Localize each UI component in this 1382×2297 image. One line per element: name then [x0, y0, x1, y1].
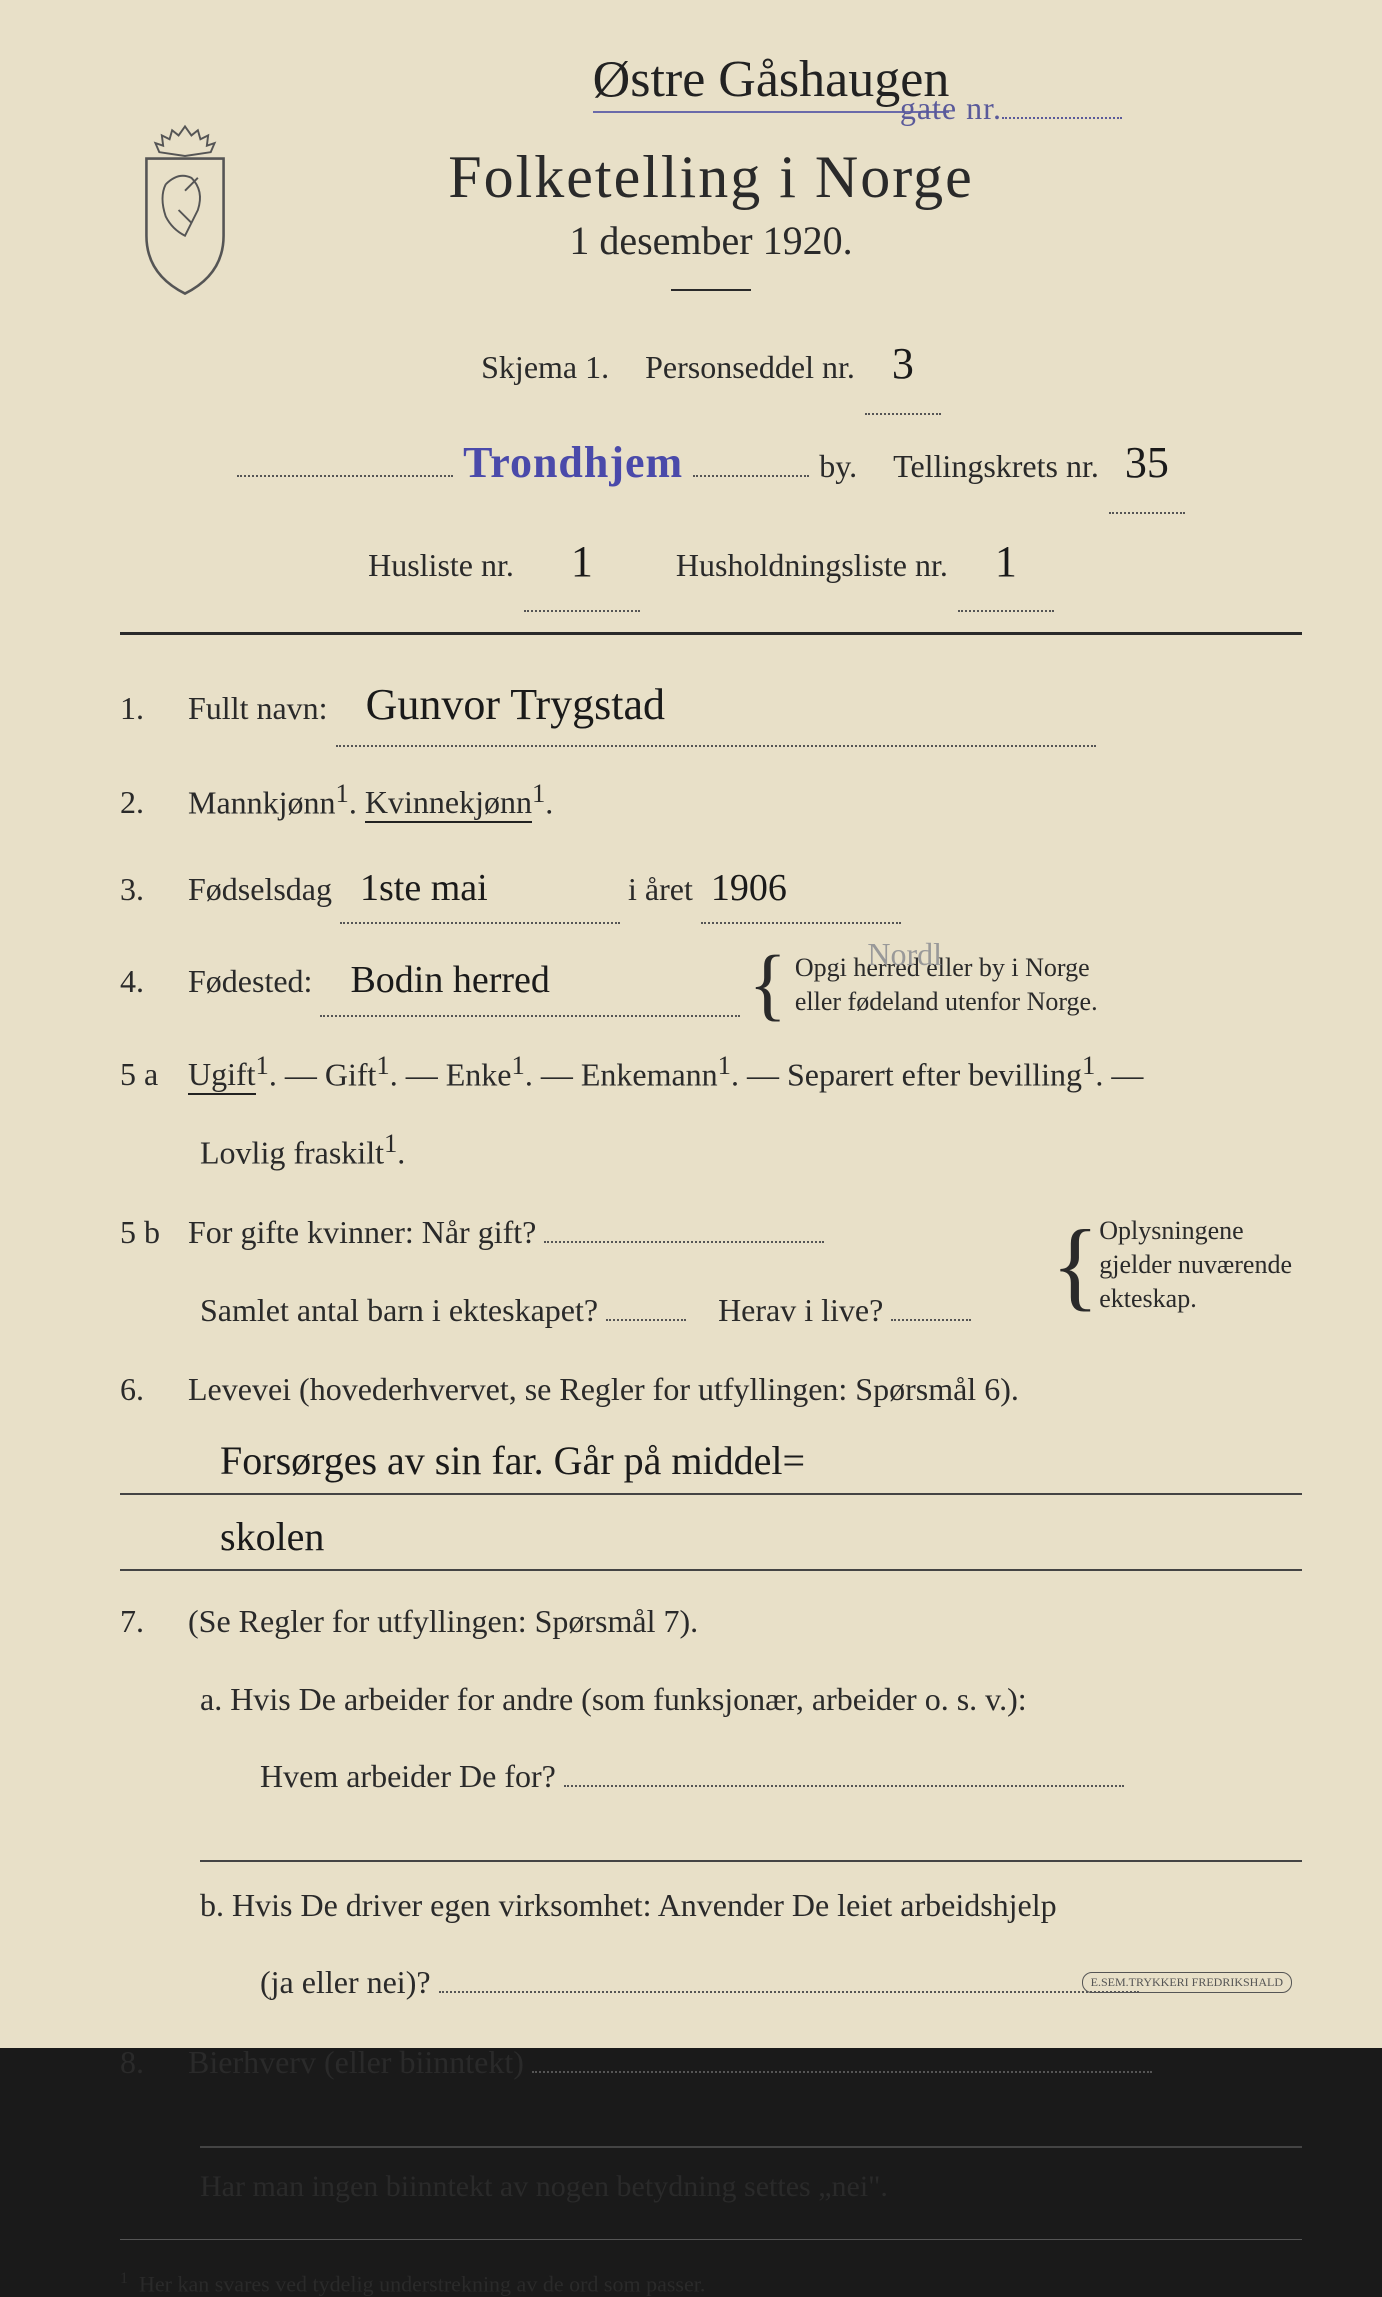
tellingskrets-label: Tellingskrets nr.: [893, 431, 1099, 501]
by-label: by.: [819, 431, 857, 501]
q5b-married-women: 5 b For gifte kvinner: Når gift? Samlet …: [120, 1204, 1302, 1339]
main-title: Folketelling i Norge: [120, 143, 1302, 212]
street-handwriting: Østre Gåshaugen: [593, 50, 950, 113]
q4-value: Bodin herred: [320, 959, 549, 1001]
q5b-instruction: { Oplysningene gjelder nuværende ekteska…: [1051, 1214, 1292, 1315]
q8-note: Har man ingen biinntekt av nogen betydni…: [120, 2160, 1302, 2214]
q5a-marital: 5 a Ugift1. — Gift1. — Enke1. — Enkemann…: [120, 1041, 1302, 1183]
footnote: 1 Her kan svares ved tydelig understrekn…: [120, 2270, 1302, 2297]
coat-of-arms-icon: [120, 120, 250, 300]
q1-value: Gunvor Trygstad: [336, 680, 666, 729]
q3-birthdate: 3. Fødselsdag 1ste mai i året 1906: [120, 854, 1302, 924]
gate-stamp: gate nr.: [900, 90, 1122, 127]
q3-day: 1ste mai: [340, 867, 488, 909]
skjema-label: Skjema 1.: [481, 332, 609, 402]
q6-occupation: 6. Levevei (hovederhvervet, se Regler fo…: [120, 1361, 1302, 1571]
header-area: Østre Gåshaugen gate nr.: [120, 50, 1302, 113]
city-stamp: Trondhjem: [463, 415, 683, 512]
title-divider: [671, 289, 751, 291]
q8-secondary: 8. Bierhverv (eller biinntekt) Har man i…: [120, 2034, 1302, 2214]
husliste-value: 1: [524, 514, 640, 613]
husliste-label: Husliste nr.: [368, 530, 514, 600]
q3-year: 1906: [701, 867, 787, 909]
tellingskrets-value: 35: [1109, 415, 1185, 514]
q4-birthplace: 4. Fødested: Bodin herred Nordl { Opgi h…: [120, 946, 1302, 1018]
q4-pencil-note: Nordl: [867, 926, 942, 984]
husholdning-value: 1: [958, 514, 1054, 613]
section-divider: [120, 632, 1302, 635]
q2-gender: 2. Mannkjønn1. Kvinnekjønn1.: [120, 769, 1302, 832]
q2-selected: Kvinnekjønn: [365, 784, 532, 823]
q6-value-line1: Forsørges av sin far. Går på middel=: [120, 1429, 1302, 1495]
subtitle-date: 1 desember 1920.: [120, 217, 1302, 264]
q6-value-line2: skolen: [120, 1505, 1302, 1571]
q1-name: 1. Fullt navn: Gunvor Trygstad: [120, 665, 1302, 746]
printer-mark: E.SEM.TRYKKERI FREDRIKSHALD: [1082, 1972, 1292, 1993]
census-form-page: Østre Gåshaugen gate nr. Folketelling i …: [0, 0, 1382, 2048]
q4-instruction: Opgi herred eller by i Norge eller fødel…: [795, 951, 1098, 1019]
personseddel-value: 3: [865, 316, 941, 415]
q5a-selected: Ugift: [188, 1056, 256, 1095]
husholdning-label: Husholdningsliste nr.: [676, 530, 948, 600]
q7-employment: 7. (Se Regler for utfyllingen: Spørsmål …: [120, 1593, 1302, 2012]
form-metadata: Skjema 1. Personseddel nr. 3 Trondhjem b…: [120, 316, 1302, 612]
personseddel-label: Personseddel nr.: [645, 332, 855, 402]
